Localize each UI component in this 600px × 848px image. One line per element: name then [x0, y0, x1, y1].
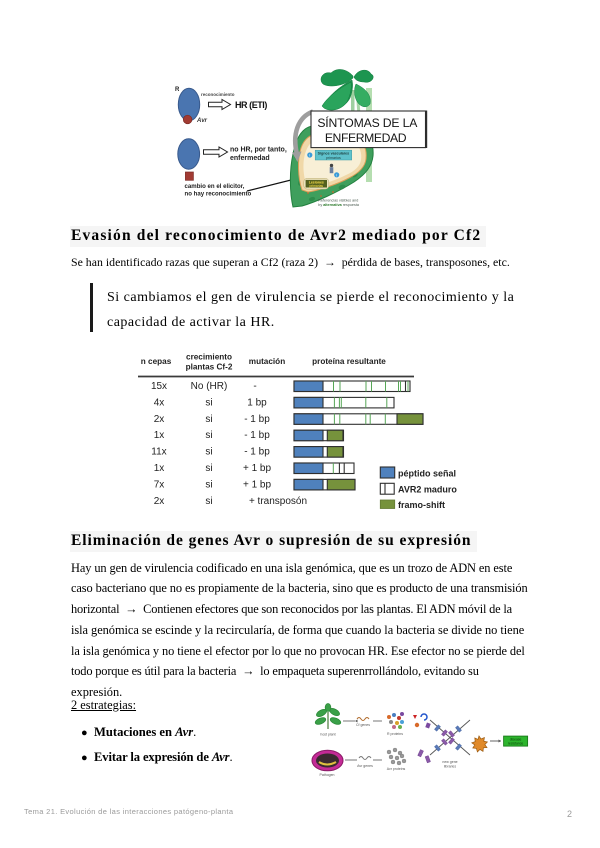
svg-text:Avr: Avr: [196, 118, 208, 124]
svg-text:1 bp: 1 bp: [247, 397, 267, 408]
svg-text:Lesiones: Lesiones: [309, 181, 324, 185]
svg-text:plantas Cf-2: plantas Cf-2: [186, 363, 233, 372]
svg-text:- 1 bp: - 1 bp: [244, 414, 270, 425]
svg-text:libraries: libraries: [444, 765, 457, 769]
svg-text:R: R: [175, 87, 180, 93]
svg-text:host plant: host plant: [320, 733, 335, 737]
svg-text:no hay reconocimiento: no hay reconocimiento: [185, 191, 252, 198]
svg-text:si: si: [205, 479, 212, 490]
svg-text:i: i: [309, 153, 310, 158]
svg-text:+ 1 bp: + 1 bp: [243, 463, 272, 474]
svg-text:reconocimiento: reconocimiento: [201, 92, 235, 97]
svg-text:i: i: [336, 172, 337, 177]
svg-text:7x: 7x: [154, 479, 165, 490]
svg-text:No (HR): No (HR): [191, 381, 228, 392]
svg-text:n cepas: n cepas: [141, 357, 172, 366]
svg-text:- 1 bp: - 1 bp: [244, 430, 270, 441]
svg-text:1x: 1x: [154, 463, 165, 474]
svg-text:Avr proteins: Avr proteins: [387, 767, 406, 771]
svg-text:si: si: [205, 447, 212, 458]
svg-text:si: si: [205, 397, 212, 408]
svg-text:resistance: resistance: [508, 742, 524, 746]
svg-text:1x: 1x: [154, 430, 165, 441]
svg-text:no HR, por tanto,: no HR, por tanto,: [230, 147, 287, 154]
svg-text:2x: 2x: [154, 414, 165, 425]
svg-text:si: si: [205, 414, 212, 425]
svg-text:framo-shift: framo-shift: [398, 500, 445, 510]
svg-text:cambio en el elicitor,: cambio en el elicitor,: [185, 183, 245, 190]
svg-text:Signos vasculares: Signos vasculares: [318, 152, 350, 156]
svg-text:enfermedad: enfermedad: [230, 155, 270, 162]
svg-text:Pathogen: Pathogen: [320, 773, 335, 777]
svg-text:4x: 4x: [154, 397, 165, 408]
svg-text:AVR2 maduro: AVR2 maduro: [398, 485, 457, 495]
svg-text:SÍNTOMAS DE LA: SÍNTOMAS DE LA: [317, 115, 418, 130]
svg-text:Referencias visibles and: Referencias visibles and: [318, 199, 358, 203]
svg-text:proteína resultante: proteína resultante: [312, 357, 386, 366]
svg-text:R proteins: R proteins: [387, 732, 403, 736]
svg-text:péptido señal: péptido señal: [398, 469, 456, 479]
svg-text:crecimiento: crecimiento: [186, 353, 232, 362]
svg-text:Cf genes: Cf genes: [356, 723, 370, 727]
svg-text:by alternativa respuesta: by alternativa respuesta: [318, 203, 360, 207]
svg-text:+ 1 bp: + 1 bp: [243, 479, 272, 490]
svg-text:si: si: [205, 496, 212, 507]
svg-text:mutación: mutación: [249, 357, 285, 366]
svg-text:- 1 bp: - 1 bp: [244, 447, 270, 458]
svg-text:15x: 15x: [151, 381, 167, 392]
svg-text:+ transposón: + transposón: [249, 496, 307, 507]
svg-text:new gene: new gene: [442, 760, 457, 764]
svg-text:ENFERMEDAD: ENFERMEDAD: [325, 131, 407, 145]
svg-text:primarios: primarios: [326, 156, 341, 160]
svg-text:2x: 2x: [154, 496, 165, 507]
svg-text:disease: disease: [510, 738, 522, 742]
svg-text:HR (ETI): HR (ETI): [235, 100, 267, 110]
svg-text:si: si: [205, 430, 212, 441]
svg-text:-: -: [253, 381, 256, 392]
svg-text:11x: 11x: [151, 447, 166, 458]
svg-text:Avr genes: Avr genes: [357, 764, 373, 768]
svg-text:si: si: [205, 463, 212, 474]
svg-text:primarias: primarias: [310, 184, 324, 188]
